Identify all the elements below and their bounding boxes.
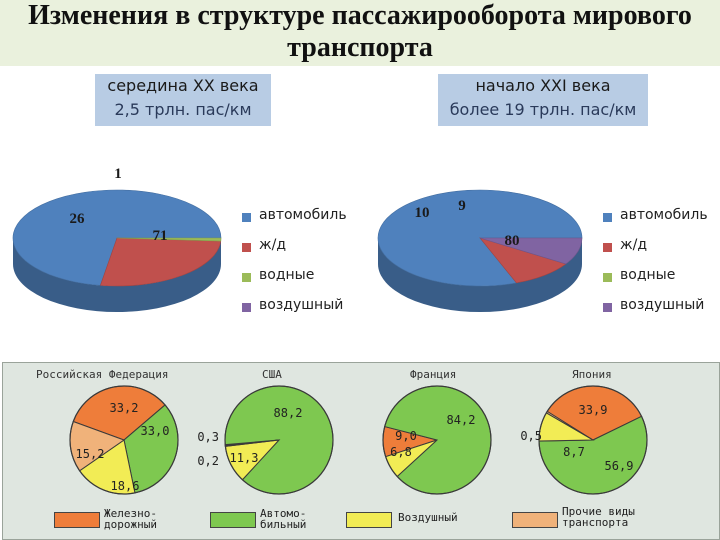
legend-label: автомобиль (620, 207, 708, 223)
legend-swatch (242, 213, 251, 222)
data-label-usa-0: 0,3 (197, 430, 219, 444)
legend-swatch (603, 213, 612, 222)
pie-outline-japan (538, 385, 648, 495)
data-label-france-1: 84,2 (447, 413, 476, 427)
bottom-legend-swatch-rail (54, 512, 100, 528)
chart-title-mid20: середина XX века (107, 76, 259, 95)
legend-label: водные (620, 267, 676, 283)
data-label-early21-1: 10 (415, 205, 430, 221)
chart-header-mid20: середина XX века 2,5 трлн. пас/км (95, 74, 271, 126)
pie-side-early21 (378, 238, 582, 312)
pie-outline-usa (224, 385, 334, 495)
country-title-russia: Российская Федерация (36, 368, 169, 381)
bottom-legend-swatch-auto (210, 512, 256, 528)
data-label-mid20-0: 71 (153, 228, 168, 244)
legend-label: ж/д (259, 237, 287, 253)
data-label-japan-1: 56,9 (605, 459, 634, 473)
pie-side-mid20 (13, 238, 221, 312)
legend-swatch (603, 273, 612, 282)
pie-outline-russia (69, 385, 179, 495)
bottom-legend-label-other: Прочие виды транспорта (562, 505, 635, 529)
country-title-france: Франция (410, 368, 457, 381)
pie-outline-france (382, 385, 492, 495)
title-band (0, 0, 720, 66)
bottom-legend-label-rail: Железно-дорожный (104, 507, 157, 531)
data-label-russia-0: 33,2 (110, 401, 139, 415)
pie-slice-mid20-0 (12, 189, 222, 286)
data-label-japan-2: 8,7 (563, 445, 585, 459)
data-label-france-2: 6,8 (390, 445, 412, 459)
legend-label: ж/д (620, 237, 648, 253)
legend-swatch (242, 243, 251, 252)
legend-label: воздушный (259, 297, 344, 313)
legend-swatch (242, 303, 251, 312)
chart-subtitle-early21: более 19 трлн. пас/км (449, 100, 637, 119)
data-label-russia-2: 18,6 (111, 479, 140, 493)
chart-title-early21: начало XXI века (475, 76, 611, 95)
data-label-usa-1: 88,2 (274, 406, 303, 420)
data-label-early21-3: 9 (458, 198, 466, 214)
bottom-legend-swatch-air (346, 512, 392, 528)
data-label-japan-3: 0,5 (520, 429, 542, 443)
legend-label: водные (259, 267, 315, 283)
legend-swatch (603, 303, 612, 312)
legend-label: автомобиль (259, 207, 347, 223)
bottom-legend-swatch-other (512, 512, 558, 528)
data-label-mid20-1: 26 (70, 211, 86, 227)
data-label-russia-3: 15,2 (76, 447, 105, 461)
pie-slice-early21-3 (479, 237, 583, 265)
legend-swatch (242, 273, 251, 282)
pie-slice-mid20-2 (116, 237, 222, 242)
data-label-mid20-2: 1 (114, 166, 122, 182)
bottom-legend-label-auto: Автомо-бильный (260, 507, 307, 531)
data-label-japan-0: 33,9 (579, 403, 608, 417)
pie-slice-mid20-1 (99, 237, 222, 287)
data-label-early21-0: 80 (505, 233, 520, 249)
chart-subtitle-mid20: 2,5 трлн. пас/км (114, 100, 252, 119)
country-title-usa: США (262, 368, 282, 381)
page-title: Изменения в структуре пассажирооборота м… (28, 0, 692, 63)
bottom-legend-label-air: Воздушный (398, 511, 458, 524)
legend-swatch (603, 243, 612, 252)
data-label-usa-2: 11,3 (230, 451, 259, 465)
data-label-france-0: 9,0 (395, 429, 417, 443)
data-label-usa-3: 0,2 (197, 454, 219, 468)
chart-header-early21: начало XXI века более 19 трлн. пас/км (438, 74, 648, 126)
data-label-russia-1: 33,0 (141, 424, 170, 438)
country-title-japan: Япония (572, 368, 612, 381)
legend-label: воздушный (620, 297, 705, 313)
